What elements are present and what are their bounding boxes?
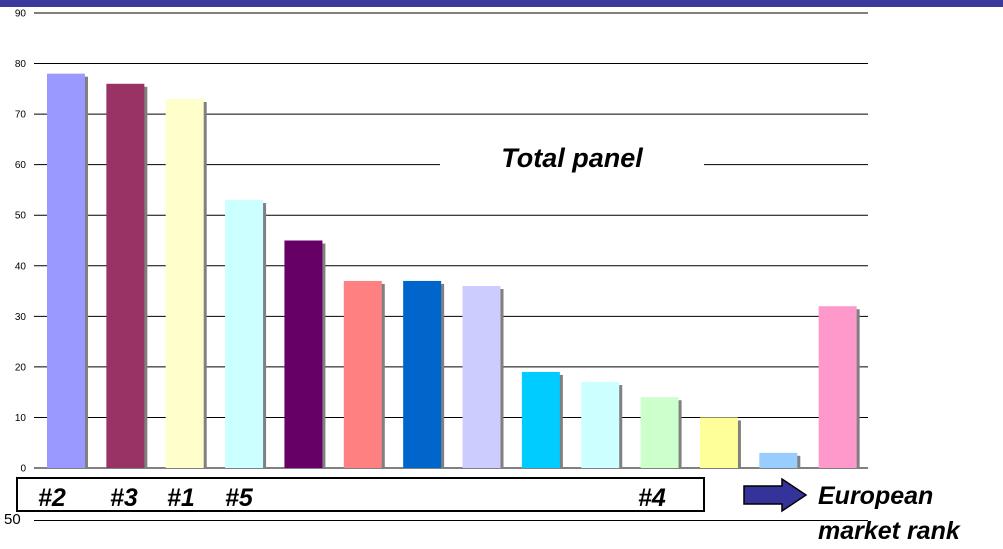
y-tick-label: 0 — [20, 464, 26, 475]
bar — [403, 280, 442, 468]
y-tick-label: 70 — [15, 110, 27, 121]
bar — [165, 98, 204, 468]
rank-label-3: #3 — [110, 484, 138, 512]
baseline-line — [34, 520, 868, 521]
bar — [225, 200, 264, 469]
chart-title: Total panel — [440, 138, 704, 178]
bar — [699, 417, 738, 468]
rank-label-1: #1 — [167, 484, 195, 512]
y-tick-labels: 0 10 20 30 40 50 60 70 80 90 — [15, 9, 27, 475]
bar — [759, 452, 798, 468]
y-tick-label: 80 — [15, 59, 27, 70]
bar — [343, 280, 382, 468]
bar — [462, 286, 501, 468]
y-tick-label: 90 — [15, 9, 27, 20]
y-tick-label: 10 — [15, 413, 27, 424]
bars — [47, 73, 860, 469]
baseline-value: 50 — [4, 511, 21, 528]
bar — [581, 382, 620, 468]
rank-label-5: #5 — [225, 484, 253, 512]
bar — [640, 397, 679, 468]
rank-label-2: #2 — [38, 484, 66, 512]
bar — [284, 240, 323, 468]
bar — [47, 73, 85, 469]
top-bar — [0, 0, 1003, 7]
bar — [106, 83, 145, 469]
y-tick-label: 40 — [15, 261, 27, 272]
rank-label-4: #4 — [638, 484, 666, 512]
y-tick-label: 50 — [15, 211, 27, 222]
rank-caption: European market rank — [818, 482, 960, 545]
y-tick-label: 20 — [15, 362, 27, 373]
right-arrow-icon — [743, 477, 808, 513]
bar — [521, 371, 560, 468]
grid-lines — [34, 12, 868, 469]
y-tick-label: 30 — [15, 312, 27, 323]
bar — [818, 306, 857, 468]
y-tick-label: 60 — [15, 160, 27, 171]
rank-box — [16, 477, 705, 512]
